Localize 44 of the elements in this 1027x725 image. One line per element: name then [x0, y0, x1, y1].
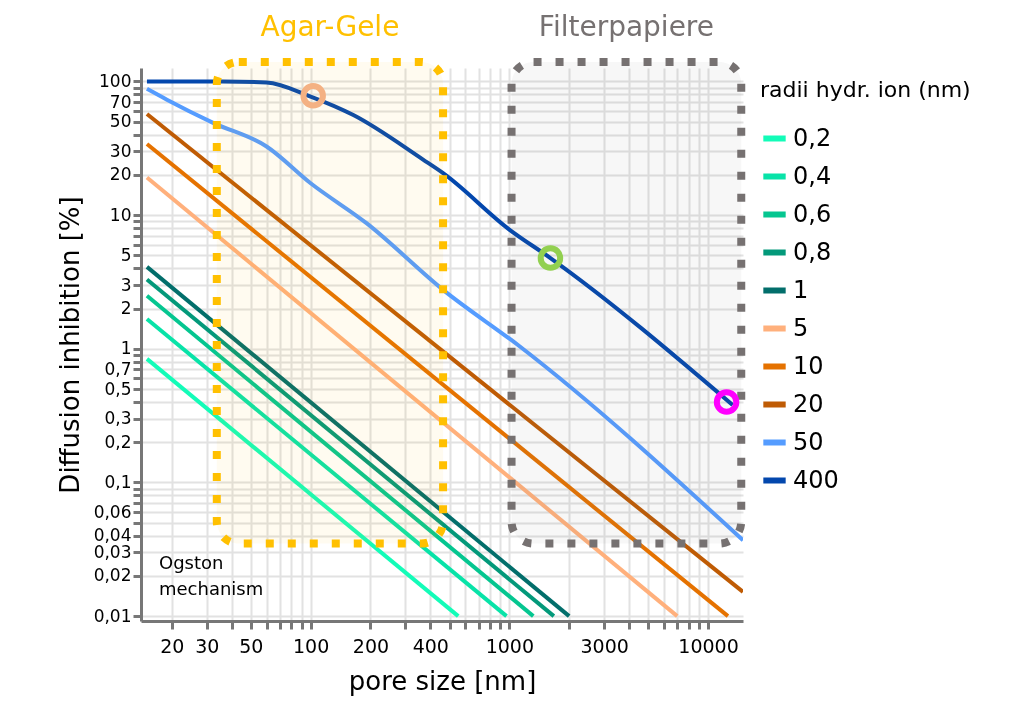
y-tick-label: 0,01	[93, 605, 132, 626]
y-tick-label: 0,3	[104, 408, 132, 429]
y-tick-label: 1	[120, 338, 132, 359]
legend-label: 400	[793, 465, 839, 494]
legend-title: radii hydr. ion (nm)	[760, 77, 971, 102]
legend-label: 0,4	[793, 161, 832, 190]
y-tick-label: 2	[120, 298, 132, 319]
legend-label: 10	[793, 351, 824, 380]
legend-label: 50	[793, 427, 824, 456]
legend-label: 0,8	[793, 237, 832, 266]
y-tick-label: 0,06	[93, 501, 132, 522]
legend-label: 5	[793, 313, 809, 342]
y-tick-label: 70	[109, 91, 132, 112]
x-tick-label: 10000	[678, 634, 739, 657]
y-tick-label: 0,7	[104, 359, 132, 379]
legend-label: 20	[793, 389, 824, 418]
band-label: Filterpapiere	[538, 10, 714, 43]
y-tick-label: 0,04	[93, 525, 132, 546]
y-tick-label: 0,02	[93, 565, 132, 586]
legend-label: 0,2	[793, 123, 832, 152]
x-tick-label: 20	[160, 634, 185, 657]
x-tick-label: 100	[293, 634, 330, 657]
y-tick-label: 3	[120, 274, 132, 295]
y-tick-label: 20	[109, 164, 132, 185]
legend-label: 1	[793, 275, 809, 304]
annotation: Ogston mechanism	[159, 552, 264, 599]
x-tick-label: 30	[195, 634, 220, 657]
band-label: Agar-Gele	[260, 10, 400, 43]
x-axis-title: pore size [nm]	[348, 665, 537, 696]
x-tick-label: 400	[412, 634, 449, 657]
y-tick-label: 10	[109, 204, 132, 225]
x-tick-label: 3000	[580, 634, 629, 657]
y-tick-label: 0,2	[104, 431, 132, 452]
y-tick-label: 0,5	[104, 378, 132, 399]
x-tick-label: 50	[239, 634, 264, 657]
y-tick-label: 100	[99, 70, 132, 91]
y-tick-label: 30	[109, 140, 132, 161]
y-axis-title: Diffusion inhibition [%]	[54, 196, 85, 494]
y-tick-label: 0,1	[104, 471, 132, 492]
y-tick-label: 5	[120, 244, 132, 265]
y-tick-label: 50	[109, 111, 132, 132]
x-tick-label: 1000	[485, 634, 535, 657]
legend-label: 0,6	[793, 199, 832, 228]
x-tick-label: 200	[352, 634, 390, 657]
